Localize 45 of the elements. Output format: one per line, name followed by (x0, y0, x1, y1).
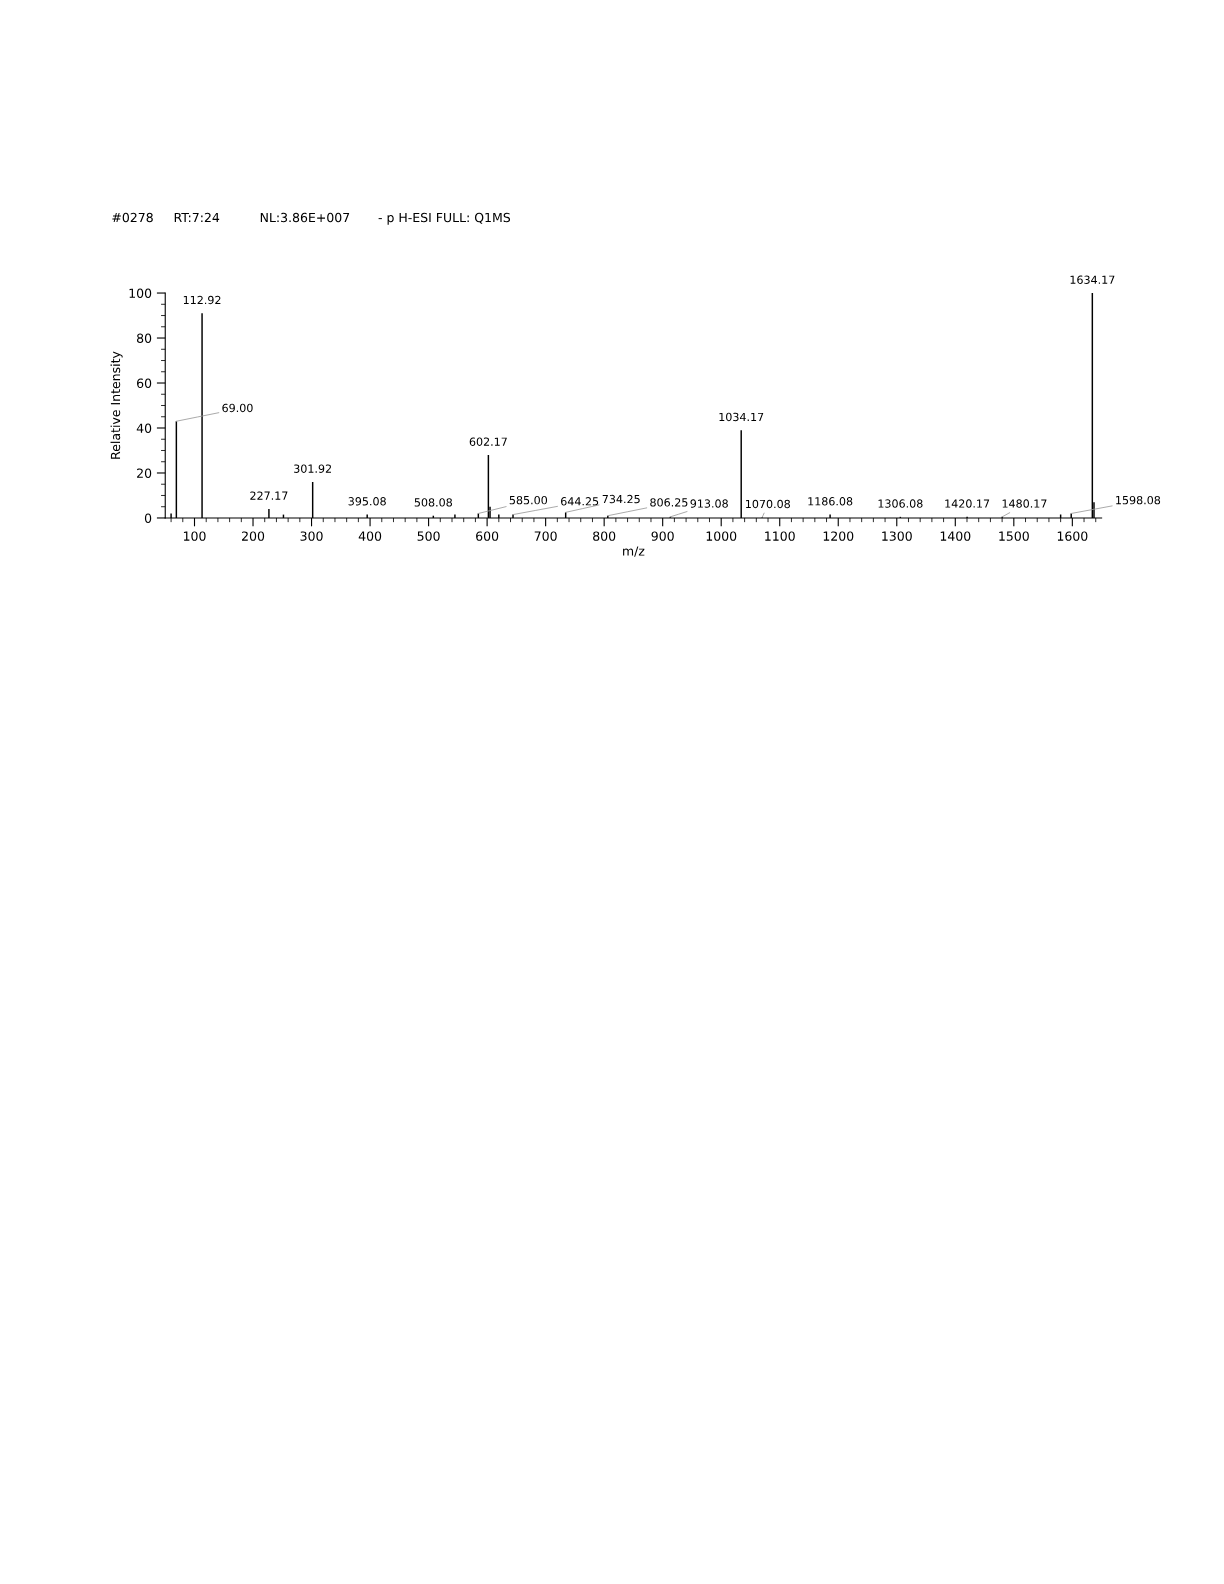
y-tick-label: 60 (137, 378, 152, 388)
annotation: 602.17 (469, 437, 507, 446)
x-tick-label: 1400 (940, 531, 971, 541)
x-tick-label: 600 (476, 531, 499, 541)
x-tick-label: 100 (183, 531, 206, 541)
x-tick-label: 1300 (882, 531, 912, 541)
annotation: 1186.08 (808, 497, 853, 506)
annotation: 112.92 (183, 295, 221, 305)
annotation: 301.92 (294, 464, 331, 473)
x-tick-label: 900 (651, 531, 674, 541)
annotation: 1420.17 (945, 499, 990, 508)
x-tick-label: 1100 (765, 531, 795, 541)
y-axis-title: Relative Intensity (110, 351, 123, 459)
x-tick-label: 1500 (999, 531, 1029, 541)
y-tick-label: 0 (144, 513, 152, 523)
y-tick-label: 20 (137, 468, 152, 478)
x-tick-label: 1600 (1057, 531, 1088, 541)
annotation: 69.00 (222, 403, 253, 413)
annotation: 1598.08 (1116, 495, 1161, 505)
annotation: 1306.08 (878, 499, 923, 508)
annotation: 913.08 (690, 499, 728, 508)
x-axis-title: m/z (623, 546, 645, 557)
y-tick-label: 100 (129, 288, 152, 298)
x-tick-label: 500 (417, 531, 440, 541)
x-tick-label: 400 (358, 531, 382, 541)
x-tick-label: 800 (593, 531, 616, 541)
x-tick-label: 700 (534, 531, 557, 541)
x-tick-label: 1200 (823, 531, 854, 541)
annotation: 395.08 (348, 497, 386, 506)
annotation: 508.08 (414, 498, 452, 507)
annotation: 806.25 (650, 498, 688, 507)
x-tick-label: 300 (300, 531, 323, 541)
chart-title: #0278 RT:7:24 NL:3.86E+007 - p H-ESI FULL: Q1MS (112, 212, 511, 225)
x-tick-label: 1000 (706, 531, 737, 541)
y-tick-label: 80 (136, 333, 152, 343)
annotation: 734.25 (602, 494, 640, 504)
annotation: 1480.17 (1002, 499, 1047, 508)
annotation: 644.25 (561, 497, 599, 506)
annotation: 1034.17 (719, 412, 764, 422)
annotation: 585.00 (509, 495, 548, 505)
annotation: 227.17 (250, 491, 288, 500)
y-tick-label: 40 (136, 423, 152, 433)
annotation: 1070.08 (746, 499, 790, 509)
annotation: 1634.17 (1070, 275, 1115, 284)
x-tick-label: 200 (242, 531, 265, 541)
